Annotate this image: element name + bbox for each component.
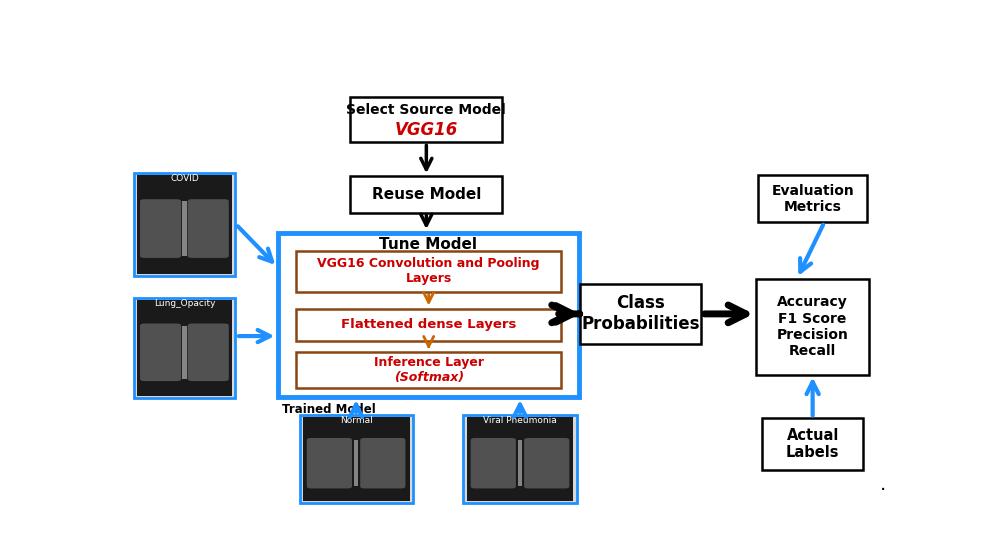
FancyBboxPatch shape [140,324,181,381]
Text: Trained Model: Trained Model [282,403,376,417]
FancyBboxPatch shape [524,438,569,489]
Text: Select Source Model: Select Source Model [346,104,507,117]
Text: Inference Layer: Inference Layer [374,356,483,369]
Text: Accuracy
F1 Score
Precision
Recall: Accuracy F1 Score Precision Recall [776,295,849,358]
Text: Flattened dense Layers: Flattened dense Layers [341,318,517,331]
FancyBboxPatch shape [756,279,869,375]
FancyBboxPatch shape [466,417,573,501]
Text: Normal: Normal [339,416,373,425]
FancyBboxPatch shape [187,199,229,258]
FancyBboxPatch shape [518,440,523,486]
Text: Lung_Opacity: Lung_Opacity [154,299,215,307]
FancyBboxPatch shape [353,440,358,486]
FancyBboxPatch shape [296,309,561,341]
FancyBboxPatch shape [350,176,502,213]
FancyBboxPatch shape [137,175,232,274]
FancyBboxPatch shape [182,326,186,379]
Text: .: . [880,475,886,494]
Text: Evaluation
Metrics: Evaluation Metrics [771,183,854,214]
Text: VGG16 Convolution and Pooling
Layers: VGG16 Convolution and Pooling Layers [317,257,540,285]
FancyBboxPatch shape [182,201,186,256]
Text: VGG16: VGG16 [395,121,458,140]
FancyBboxPatch shape [296,352,561,388]
FancyBboxPatch shape [134,298,235,398]
FancyBboxPatch shape [350,98,502,142]
FancyBboxPatch shape [299,415,413,502]
FancyBboxPatch shape [580,284,702,343]
Text: Tune Model: Tune Model [380,237,477,252]
FancyBboxPatch shape [463,415,577,502]
FancyBboxPatch shape [303,417,410,501]
Text: Class
Probabilities: Class Probabilities [582,295,700,334]
FancyBboxPatch shape [307,438,352,489]
Text: (Softmax): (Softmax) [394,371,464,384]
FancyBboxPatch shape [296,251,561,291]
FancyBboxPatch shape [762,418,863,470]
Text: Actual
Labels: Actual Labels [785,428,840,460]
FancyBboxPatch shape [134,173,235,275]
FancyBboxPatch shape [137,300,232,397]
Text: COVID: COVID [170,174,198,183]
FancyBboxPatch shape [140,199,181,258]
FancyBboxPatch shape [278,233,578,397]
FancyBboxPatch shape [758,175,867,222]
FancyBboxPatch shape [187,324,229,381]
FancyBboxPatch shape [361,438,406,489]
Text: Viral Pneumonia: Viral Pneumonia [483,416,557,425]
Text: Reuse Model: Reuse Model [372,187,481,202]
FancyBboxPatch shape [470,438,516,489]
